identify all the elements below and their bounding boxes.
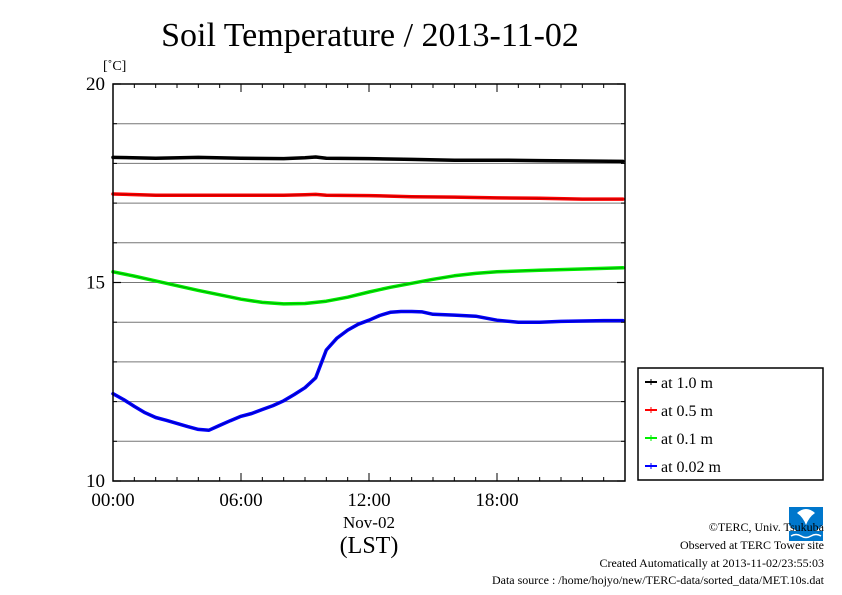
series-line-core bbox=[112, 311, 623, 431]
credit-observed: Observed at TERC Tower site bbox=[679, 538, 824, 552]
axis-ticks: 10 15 20 00:00 06:00 12:00 18:00 bbox=[86, 74, 626, 511]
series-line bbox=[111, 266, 625, 306]
y-tick-label: 20 bbox=[86, 74, 105, 95]
x-tick-label: 12:00 bbox=[347, 490, 390, 511]
series-line bbox=[111, 192, 625, 201]
credit-source: Data source : /home/hojyo/new/TERC-data/… bbox=[491, 573, 824, 587]
terc-logo-icon bbox=[785, 503, 827, 543]
series-lines bbox=[111, 155, 625, 432]
x-tick-label: 00:00 bbox=[91, 490, 134, 511]
series-line-core bbox=[112, 267, 623, 305]
series-line-core bbox=[112, 156, 623, 162]
y-axis-unit: [˚C] bbox=[103, 59, 126, 74]
series-line bbox=[111, 155, 625, 164]
legend-label: at 0.02 m bbox=[661, 459, 722, 476]
x-tick-label: 06:00 bbox=[219, 490, 262, 511]
legend-label: at 0.5 m bbox=[661, 403, 714, 420]
credit-copyright: ©TERC, Univ. Tsukuba bbox=[708, 520, 824, 534]
legend: at 1.0 m at 0.5 m at 0.1 m at 0.02 m bbox=[637, 367, 824, 481]
x-axis-label: (LST) bbox=[340, 533, 399, 559]
terc-logo bbox=[785, 503, 827, 543]
gridlines bbox=[113, 123, 625, 442]
chart-title: Soil Temperature / 2013-11-02 bbox=[161, 17, 579, 54]
legend-label: at 0.1 m bbox=[661, 431, 714, 448]
series-line bbox=[111, 309, 625, 432]
x-axis-date-label: Nov-02 bbox=[343, 513, 395, 532]
legend-label: at 1.0 m bbox=[661, 375, 714, 392]
series-line-core bbox=[112, 193, 623, 200]
legend-box bbox=[637, 367, 824, 481]
y-tick-label: 15 bbox=[86, 273, 105, 294]
y-tick-label: 10 bbox=[86, 471, 105, 492]
x-tick-label: 18:00 bbox=[475, 490, 518, 511]
credit-created: Created Automatically at 2013-11-02/23:5… bbox=[599, 556, 824, 570]
